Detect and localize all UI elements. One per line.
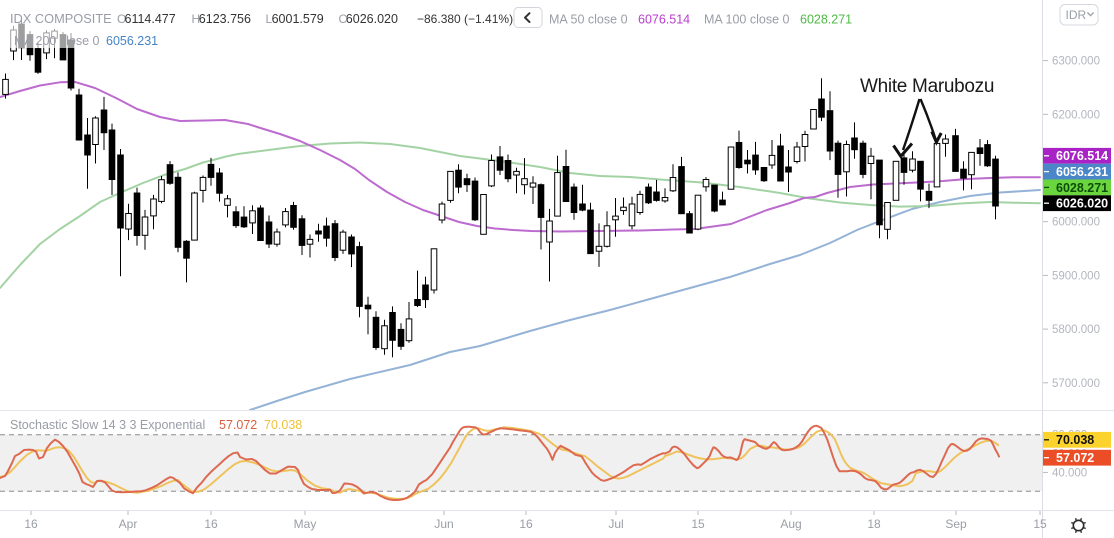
svg-text:57.072: 57.072	[219, 418, 257, 432]
svg-text:Sep: Sep	[945, 517, 967, 531]
svg-text:70.038: 70.038	[1056, 433, 1094, 447]
svg-text:16: 16	[204, 517, 218, 531]
svg-text:15: 15	[1033, 517, 1047, 531]
svg-text:6026.020: 6026.020	[346, 12, 398, 26]
svg-text:6001.579: 6001.579	[272, 12, 324, 26]
svg-text:57.072: 57.072	[1056, 451, 1094, 465]
svg-text:C: C	[339, 12, 348, 26]
svg-text:6028.271: 6028.271	[1056, 181, 1108, 195]
svg-text:Apr: Apr	[119, 517, 138, 531]
svg-text:MA 100 close 0: MA 100 close 0	[704, 13, 790, 27]
svg-text:Stochastic Slow 14 3 3 Exponen: Stochastic Slow 14 3 3 Exponential	[10, 418, 205, 432]
svg-text:70.038: 70.038	[264, 418, 302, 432]
svg-text:IDR: IDR	[1066, 8, 1087, 22]
svg-text:L: L	[266, 12, 273, 26]
svg-text:18: 18	[867, 517, 881, 531]
svg-text:6200.000: 6200.000	[1052, 109, 1100, 121]
svg-text:15: 15	[691, 517, 705, 531]
svg-text:6056.231: 6056.231	[1056, 165, 1108, 179]
svg-text:16: 16	[24, 517, 38, 531]
svg-text:5800.000: 5800.000	[1052, 324, 1100, 336]
svg-text:Jul: Jul	[608, 517, 623, 531]
svg-text:6123.756: 6123.756	[199, 12, 251, 26]
svg-text:IDX COMPOSITE: IDX COMPOSITE	[10, 11, 112, 26]
svg-text:6000.000: 6000.000	[1052, 217, 1100, 229]
svg-text:Aug: Aug	[780, 517, 801, 531]
svg-text:May: May	[294, 517, 317, 531]
svg-text:6028.271: 6028.271	[800, 13, 852, 27]
svg-text:White Marubozu: White Marubozu	[860, 76, 994, 97]
svg-text:16: 16	[519, 517, 533, 531]
svg-text:MA 50 close 0: MA 50 close 0	[549, 13, 628, 27]
svg-text:Jun: Jun	[434, 517, 453, 531]
svg-text:5900.000: 5900.000	[1052, 270, 1100, 282]
svg-text:6076.514: 6076.514	[638, 13, 690, 27]
svg-text:6114.477: 6114.477	[125, 12, 176, 26]
svg-text:H: H	[192, 12, 201, 26]
svg-text:−86.380 (−1.41%): −86.380 (−1.41%)	[417, 12, 513, 26]
svg-text:5700.000: 5700.000	[1052, 378, 1100, 390]
svg-text:40.000: 40.000	[1052, 467, 1087, 479]
svg-text:6026.020: 6026.020	[1056, 197, 1108, 211]
svg-text:6056.231: 6056.231	[106, 34, 158, 48]
svg-text:6300.000: 6300.000	[1052, 56, 1100, 68]
svg-text:MA 200 close 0: MA 200 close 0	[14, 34, 100, 48]
svg-text:6076.514: 6076.514	[1056, 149, 1108, 163]
svg-text:O: O	[117, 12, 126, 26]
